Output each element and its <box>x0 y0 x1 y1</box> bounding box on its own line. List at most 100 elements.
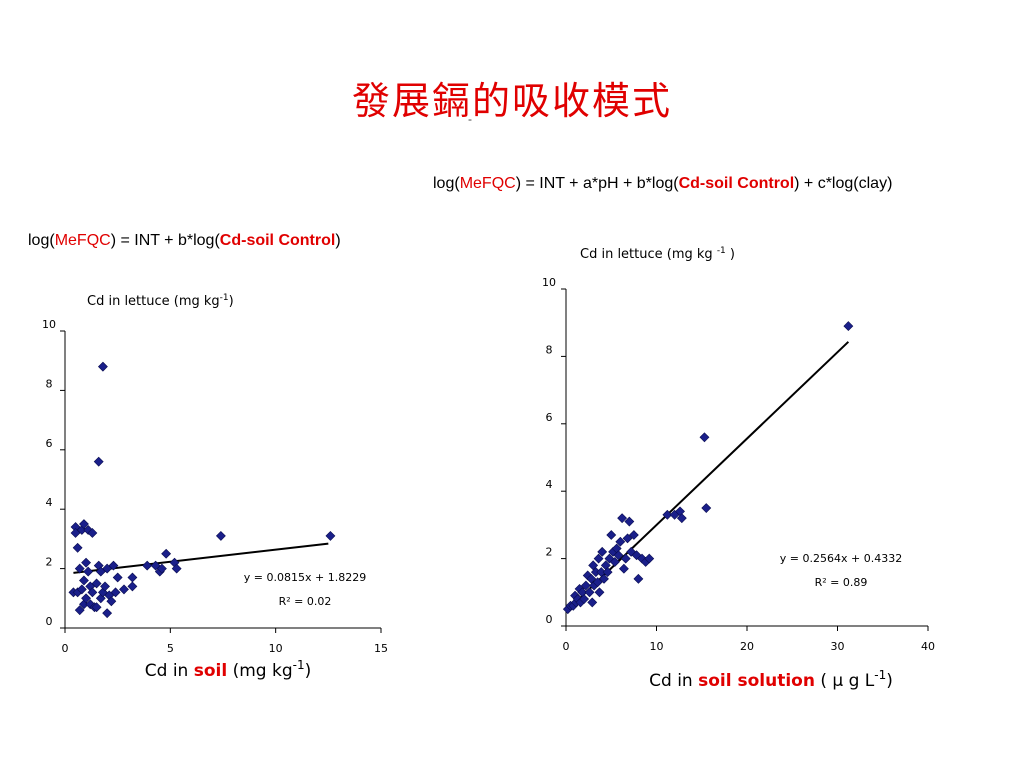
data-point <box>102 608 113 619</box>
data-point <box>662 509 673 520</box>
x-tick-label: 10 <box>269 642 283 655</box>
x-axis-label: Cd in soil solution ( μ g L-1) <box>649 668 893 691</box>
eq-target: MeFQC <box>459 175 516 192</box>
data-point <box>615 536 626 547</box>
regression-equation: y = 0.2564x + 0.4332 <box>780 552 902 565</box>
data-point <box>81 593 91 604</box>
x-tick-label: 5 <box>167 642 174 655</box>
y-tick-label: 0 <box>46 615 53 628</box>
data-point <box>79 575 89 586</box>
data-point <box>624 516 635 527</box>
data-point <box>618 563 629 574</box>
data-point <box>644 553 655 564</box>
data-point <box>586 573 597 584</box>
data-point <box>72 542 83 553</box>
data-point <box>579 594 590 604</box>
data-point <box>83 566 94 577</box>
y-tick-label: 2 <box>546 546 553 559</box>
simple-model-equation: log(MeFQC) = INT + b*log(Cd-soil Control… <box>28 232 341 250</box>
data-point <box>620 553 631 564</box>
data-point <box>701 503 712 513</box>
data-point <box>76 584 87 595</box>
eq-prefix: log( <box>433 175 460 192</box>
data-point <box>580 580 591 591</box>
data-point <box>97 361 108 372</box>
full-model-equation: log(MeFQC) = INT + a*pH + b*log(Cd-soil … <box>433 175 892 193</box>
y-tick-label: 4 <box>46 496 53 509</box>
data-point <box>127 581 138 592</box>
data-point <box>215 531 226 541</box>
data-point <box>108 560 119 571</box>
y-tick-label: 4 <box>546 478 553 491</box>
eq-variable: Cd-soil Control <box>678 175 795 192</box>
data-point <box>325 531 336 541</box>
data-point <box>633 573 644 584</box>
data-point <box>93 456 104 467</box>
data-point <box>87 528 98 538</box>
x-tick-label: 15 <box>374 642 388 655</box>
y-tick-label: 8 <box>546 343 553 356</box>
data-point <box>622 533 633 544</box>
eq-suffix: ) + c*log(clay) <box>794 175 893 192</box>
data-point <box>593 553 604 564</box>
x-tick-label: 0 <box>62 642 69 655</box>
data-point <box>699 432 710 443</box>
eq-variable: Cd-soil Control <box>219 232 336 249</box>
data-point <box>74 605 85 616</box>
data-point <box>588 560 599 571</box>
data-point <box>617 513 628 524</box>
data-point <box>142 560 153 571</box>
eq-suffix: ) <box>335 232 341 249</box>
data-point <box>110 587 121 598</box>
data-point <box>91 578 102 589</box>
data-point <box>609 557 620 567</box>
data-point <box>74 563 85 574</box>
y-tick-label: 6 <box>46 437 53 450</box>
data-point <box>628 530 639 540</box>
r-squared: R² = 0.89 <box>815 576 868 589</box>
data-point <box>606 530 617 540</box>
slide-title: 發展鎘的吸收模式 <box>351 79 672 123</box>
data-point <box>584 587 595 598</box>
y-tick-label: 2 <box>46 556 53 569</box>
data-point <box>676 513 687 524</box>
y-tick-label: 10 <box>42 318 56 331</box>
trend-line <box>565 341 850 613</box>
data-point <box>87 587 98 598</box>
data-point <box>592 577 603 588</box>
chart-title: Cd in lettuce (mg kg-1) <box>87 293 234 309</box>
data-point <box>161 548 172 559</box>
y-tick-label: 6 <box>546 411 553 424</box>
data-point <box>613 550 624 561</box>
subtitle-dash: - <box>468 112 472 126</box>
data-point <box>599 573 609 584</box>
y-tick-label: 0 <box>546 613 553 626</box>
x-tick-label: 40 <box>921 640 935 653</box>
data-point <box>79 519 89 529</box>
r-squared: R² = 0.02 <box>279 595 332 608</box>
eq-mid: ) = INT + b*log( <box>110 232 220 249</box>
data-point <box>119 584 129 595</box>
y-tick-label: 8 <box>46 377 53 390</box>
data-point <box>106 596 117 607</box>
data-point <box>156 563 167 574</box>
x-tick-label: 30 <box>831 640 845 653</box>
x-tick-label: 20 <box>740 640 754 653</box>
y-tick-label: 10 <box>542 276 556 289</box>
chart-title: Cd in lettuce (mg kg -1 ) <box>580 246 735 262</box>
data-point <box>81 557 91 568</box>
data-point <box>91 602 102 613</box>
data-point <box>127 572 138 583</box>
data-point <box>597 546 608 557</box>
data-point <box>602 567 613 578</box>
data-point <box>171 563 182 574</box>
data-point <box>594 587 605 598</box>
eq-prefix: log( <box>28 232 55 249</box>
x-tick-label: 0 <box>563 640 570 653</box>
data-point <box>100 581 110 592</box>
regression-equation: y = 0.0815x + 1.8229 <box>244 571 366 584</box>
data-point <box>843 321 854 331</box>
x-axis-label: Cd in soil (mg kg-1) <box>145 658 311 681</box>
